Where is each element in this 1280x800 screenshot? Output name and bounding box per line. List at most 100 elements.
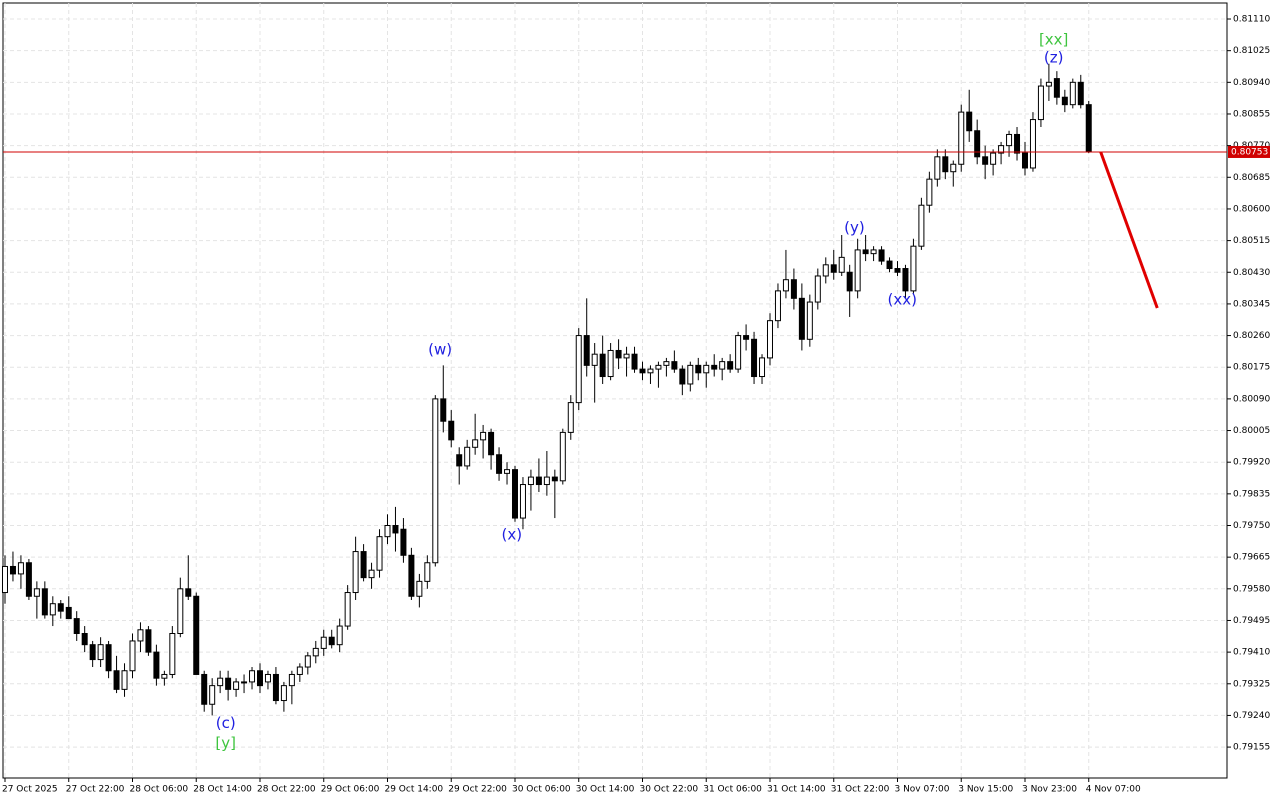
candle-body	[591, 353, 598, 366]
candle-body	[607, 349, 614, 378]
candle-body	[535, 476, 542, 486]
candle-body	[1006, 133, 1013, 147]
y-tick-label: 0.80260	[1233, 331, 1270, 341]
candle-body	[496, 454, 503, 474]
x-tick-label: 27 Oct 22:00	[66, 785, 125, 795]
candle-body	[368, 569, 375, 579]
x-tick-label: 29 Oct 14:00	[384, 785, 443, 795]
candle-body	[543, 476, 550, 486]
candle-body	[679, 368, 686, 385]
y-tick-label: 0.79155	[1233, 743, 1270, 753]
candle-body	[774, 290, 781, 322]
candle-body	[790, 279, 797, 299]
candle-body	[201, 673, 208, 705]
wave-label: (z)	[1044, 49, 1064, 67]
candle-body	[942, 156, 949, 173]
candle-body	[623, 353, 630, 359]
candle-body	[822, 264, 829, 277]
candle-body	[320, 636, 327, 649]
candle-body	[511, 469, 518, 519]
candle-body	[798, 297, 805, 340]
candle-body	[1029, 119, 1036, 169]
forecast-line	[1099, 151, 1159, 309]
x-tick-label: 31 Oct 14:00	[767, 785, 826, 795]
candle-body	[854, 249, 861, 292]
candle-body	[448, 420, 455, 441]
axes: 0.811100.810250.809400.808550.807700.806…	[2, 15, 1270, 795]
candle-body	[17, 562, 24, 575]
candle-body	[1077, 81, 1084, 106]
candle-body	[711, 364, 718, 370]
y-tick-label: 0.79495	[1233, 616, 1270, 626]
candle-body	[830, 264, 837, 273]
candle-body	[575, 335, 582, 404]
candle-body	[687, 364, 694, 385]
candle-body	[719, 361, 726, 370]
y-tick-label: 0.80515	[1233, 236, 1270, 246]
y-tick-label: 0.80855	[1233, 109, 1270, 119]
candle-body	[328, 636, 335, 646]
wave-label: (w)	[428, 341, 452, 359]
candle-body	[663, 361, 670, 366]
candle-body	[631, 353, 638, 370]
candle-body	[695, 364, 702, 374]
wave-label: (y)	[844, 218, 865, 236]
candle-body	[782, 279, 789, 292]
candle-body	[336, 625, 343, 646]
y-tick-label: 0.81025	[1233, 46, 1270, 56]
candle-body	[408, 554, 415, 597]
candle-body	[129, 640, 136, 672]
x-tick-label: 30 Oct 14:00	[576, 785, 635, 795]
candle-body	[440, 398, 447, 422]
x-tick-label: 3 Nov 07:00	[894, 785, 949, 795]
candle-body	[990, 152, 997, 165]
candle-body	[958, 111, 965, 165]
candle-body	[751, 338, 758, 378]
candle-body	[432, 398, 439, 564]
candle-body	[89, 644, 96, 661]
wave-label: (c)	[216, 714, 236, 732]
candle-body	[647, 368, 654, 374]
candle-body	[1053, 78, 1060, 98]
candle-body	[41, 588, 48, 616]
x-tick-label: 29 Oct 06:00	[321, 785, 380, 795]
marks: (c) [y] (w) (x) (y) (xx) (z)[xx]	[1, 30, 1227, 752]
candle-body	[743, 335, 750, 340]
y-tick-label: 0.80685	[1233, 173, 1270, 183]
plot-frame	[2, 2, 1228, 779]
candle-body	[806, 301, 813, 340]
y-tick-label: 0.79920	[1233, 458, 1270, 468]
candle-body	[655, 364, 662, 370]
candle-body	[193, 595, 200, 675]
y-tick-label: 0.80005	[1233, 426, 1270, 436]
candle-body	[1, 565, 8, 594]
candle-body	[304, 655, 311, 668]
y-tick-label: 0.79410	[1233, 648, 1270, 658]
candle-body	[456, 454, 463, 467]
candle-body	[862, 249, 869, 255]
candle-body	[488, 431, 495, 456]
y-tick-label: 0.80175	[1233, 363, 1270, 373]
candle-body	[870, 249, 877, 255]
candle-body	[735, 335, 742, 370]
y-tick-label: 0.80940	[1233, 78, 1270, 88]
candle-body	[480, 431, 487, 441]
price-label-box	[1228, 145, 1270, 158]
wave-label: (x)	[502, 526, 523, 544]
candle-body	[982, 156, 989, 165]
y-tick-label: 0.79835	[1233, 489, 1270, 499]
candle-body	[416, 580, 423, 597]
candle-body	[360, 551, 367, 579]
candle-body	[153, 651, 160, 679]
candle-body	[33, 588, 40, 597]
candle-body	[950, 163, 957, 173]
candle-body	[57, 603, 64, 612]
candle-body	[671, 361, 678, 370]
candle-body	[934, 156, 941, 180]
candle-body	[121, 670, 128, 690]
candle-body	[392, 525, 399, 534]
candle-body	[559, 431, 566, 482]
candle-body	[352, 551, 359, 594]
x-tick-label: 4 Nov 07:00	[1086, 785, 1141, 795]
candle-body	[615, 349, 622, 359]
